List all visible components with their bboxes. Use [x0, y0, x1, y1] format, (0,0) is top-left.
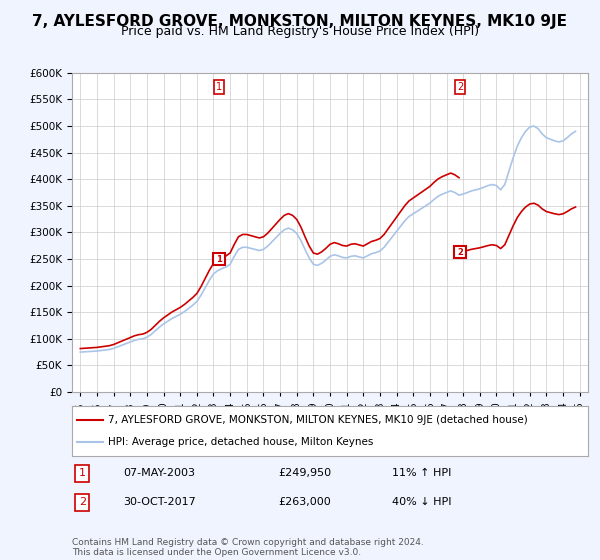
Text: 2: 2 — [79, 497, 86, 507]
Text: Price paid vs. HM Land Registry's House Price Index (HPI): Price paid vs. HM Land Registry's House … — [121, 25, 479, 38]
Text: 1: 1 — [216, 82, 223, 92]
Text: £263,000: £263,000 — [278, 497, 331, 507]
Text: 40% ↓ HPI: 40% ↓ HPI — [392, 497, 451, 507]
Text: 11% ↑ HPI: 11% ↑ HPI — [392, 468, 451, 478]
Text: HPI: Average price, detached house, Milton Keynes: HPI: Average price, detached house, Milt… — [108, 437, 373, 447]
Text: 7, AYLESFORD GROVE, MONKSTON, MILTON KEYNES, MK10 9JE: 7, AYLESFORD GROVE, MONKSTON, MILTON KEY… — [32, 14, 568, 29]
Text: 1: 1 — [217, 255, 222, 264]
Text: 2: 2 — [457, 82, 463, 92]
Text: 07-MAY-2003: 07-MAY-2003 — [124, 468, 196, 478]
Text: Contains HM Land Registry data © Crown copyright and database right 2024.
This d: Contains HM Land Registry data © Crown c… — [72, 538, 424, 557]
Text: £249,950: £249,950 — [278, 468, 332, 478]
Text: 1: 1 — [79, 468, 86, 478]
Text: 7, AYLESFORD GROVE, MONKSTON, MILTON KEYNES, MK10 9JE (detached house): 7, AYLESFORD GROVE, MONKSTON, MILTON KEY… — [108, 415, 528, 425]
Text: 30-OCT-2017: 30-OCT-2017 — [124, 497, 196, 507]
Text: 2: 2 — [457, 248, 463, 256]
